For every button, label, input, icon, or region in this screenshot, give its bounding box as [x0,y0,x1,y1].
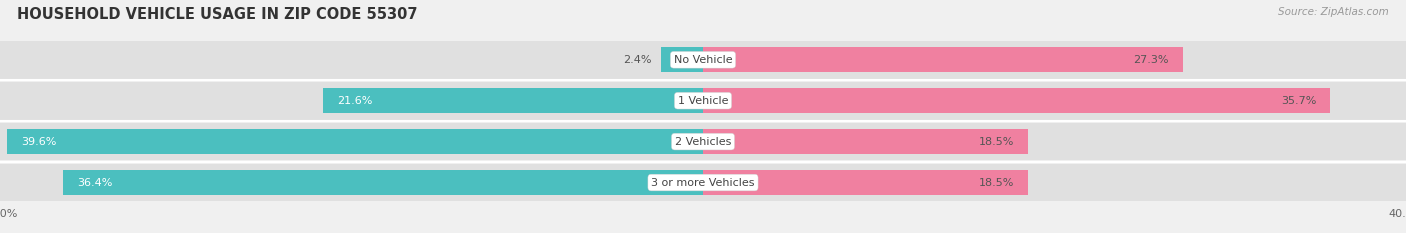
Text: 3 or more Vehicles: 3 or more Vehicles [651,178,755,188]
Bar [703,170,1028,195]
Bar [0,82,703,120]
Bar [661,47,703,72]
Bar [7,129,703,154]
Bar [703,123,1406,161]
Bar [703,82,1406,120]
Text: 21.6%: 21.6% [337,96,373,106]
Text: HOUSEHOLD VEHICLE USAGE IN ZIP CODE 55307: HOUSEHOLD VEHICLE USAGE IN ZIP CODE 5530… [17,7,418,22]
Text: Source: ZipAtlas.com: Source: ZipAtlas.com [1278,7,1389,17]
Text: 35.7%: 35.7% [1281,96,1316,106]
Text: 2.4%: 2.4% [623,55,652,65]
Bar [703,129,1028,154]
Bar [703,164,1406,201]
Bar [0,123,703,161]
Bar [0,41,703,79]
Bar [323,88,703,113]
Text: 18.5%: 18.5% [979,137,1014,147]
Bar [63,170,703,195]
Text: 39.6%: 39.6% [21,137,56,147]
Text: No Vehicle: No Vehicle [673,55,733,65]
Text: 36.4%: 36.4% [77,178,112,188]
Bar [0,164,703,201]
Text: 18.5%: 18.5% [979,178,1014,188]
Bar [703,41,1406,79]
Bar [703,88,1330,113]
Text: 2 Vehicles: 2 Vehicles [675,137,731,147]
Text: 1 Vehicle: 1 Vehicle [678,96,728,106]
Bar [703,47,1182,72]
Text: 27.3%: 27.3% [1133,55,1168,65]
